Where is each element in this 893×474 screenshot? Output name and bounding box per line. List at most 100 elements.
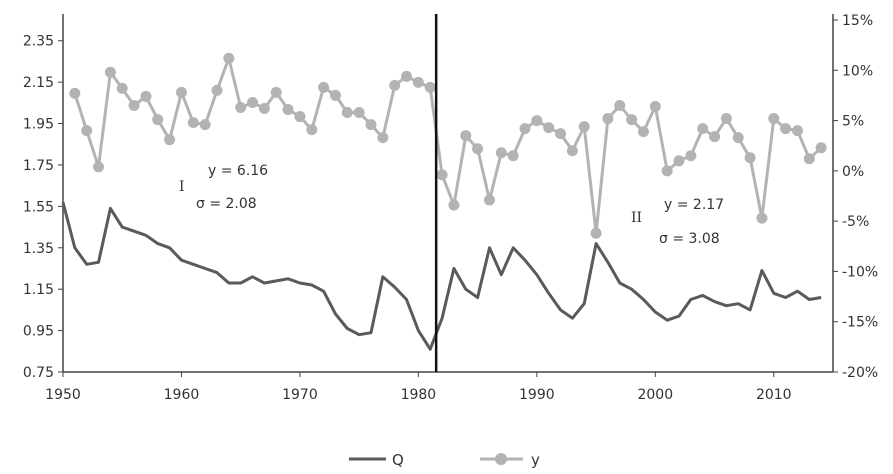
- series-y-point: [519, 123, 531, 135]
- legend: Q y: [349, 451, 540, 469]
- series-y-point: [412, 76, 424, 88]
- series-y-point: [140, 90, 152, 102]
- series-y-line: [73, 56, 823, 235]
- series-y-point: [768, 113, 780, 125]
- series-y-point: [187, 117, 199, 129]
- series-y-point: [436, 169, 448, 181]
- series-y-point: [69, 87, 81, 99]
- series-y-point: [614, 99, 626, 111]
- x-tick-label: 1970: [282, 387, 318, 403]
- series-y-point: [543, 122, 555, 134]
- series-y-point: [685, 150, 697, 162]
- y-right-tick-label: -15%: [842, 315, 878, 331]
- series-y: [69, 52, 827, 239]
- annotation-regime-1-std: σ = 2.08: [196, 196, 257, 212]
- series-y-point: [803, 153, 815, 165]
- series-y-point: [152, 114, 164, 126]
- series-y-point: [602, 113, 614, 125]
- series-y-point: [235, 101, 247, 113]
- x-tick-label: 2000: [637, 387, 673, 403]
- series-y-point: [211, 84, 223, 96]
- series-y-point: [732, 132, 744, 144]
- series-y-point: [294, 111, 306, 123]
- series-y-point: [318, 81, 330, 93]
- series-y-point: [756, 212, 768, 224]
- series-y-point: [531, 115, 543, 127]
- series-y-point: [270, 86, 282, 98]
- series-y-point: [329, 89, 341, 101]
- series-y-point: [199, 119, 211, 131]
- y-left-tick-label: 1.75: [23, 158, 54, 174]
- series-y-point: [164, 134, 176, 146]
- series-y-point: [389, 79, 401, 91]
- x-tick-label: 1980: [401, 387, 437, 403]
- series-y-point: [709, 131, 721, 143]
- series-q: [61, 201, 822, 351]
- annotation-regime-1: I: [179, 179, 185, 195]
- series-y-point: [495, 147, 507, 159]
- y-left-tick-label: 1.55: [23, 199, 54, 215]
- series-y-point: [555, 128, 567, 140]
- series-y-point: [791, 125, 803, 137]
- series-y-point: [780, 123, 792, 135]
- series-y-point: [282, 104, 294, 116]
- x-tick-label: 1950: [45, 387, 81, 403]
- series-y-point: [365, 119, 377, 131]
- series-y-point: [697, 123, 709, 135]
- y-left-tick-label: 0.75: [23, 365, 54, 381]
- series-y-point: [460, 130, 472, 142]
- series-y-point: [128, 99, 140, 111]
- series-y-point: [175, 86, 187, 98]
- series-y-point: [306, 124, 318, 136]
- y-left-tick-label: 2.15: [23, 75, 54, 91]
- series-y-point: [93, 161, 105, 173]
- y-left-tick-label: 1.15: [23, 282, 54, 298]
- series-y-point: [341, 107, 353, 119]
- series-y-point: [483, 194, 495, 206]
- series-y-point: [401, 70, 413, 82]
- x-tick-label: 1990: [519, 387, 555, 403]
- y-right-tick-label: 0%: [842, 164, 864, 180]
- series-y-point: [720, 113, 732, 125]
- series-y-point: [377, 132, 389, 144]
- series-q-line: [61, 201, 822, 351]
- legend-label-q: Q: [392, 451, 404, 469]
- series-y-point: [472, 143, 484, 155]
- series-y-point: [637, 126, 649, 138]
- series-y-point: [578, 121, 590, 133]
- y-right-tick-label: -10%: [842, 264, 878, 280]
- series-y-point: [507, 150, 519, 162]
- x-tick-label: 1960: [164, 387, 200, 403]
- x-tick-label: 2010: [756, 387, 792, 403]
- series-y-point: [223, 52, 235, 64]
- series-y-point: [448, 199, 460, 211]
- series-y-point: [649, 100, 661, 112]
- series-y-point: [590, 227, 602, 239]
- series-y-point: [566, 145, 578, 157]
- annotation-regime-1-mean: y = 6.16: [208, 163, 268, 179]
- annotation-regime-2: II: [631, 210, 642, 226]
- y-right-tick-label: -20%: [842, 365, 878, 381]
- annotation-regime-2-std: σ = 3.08: [659, 231, 720, 247]
- y-right-tick-label: 10%: [842, 63, 873, 79]
- legend-label-y: y: [531, 451, 540, 469]
- y-right-tick-label: 5%: [842, 114, 864, 130]
- y-left-tick-label: 0.95: [23, 324, 54, 340]
- legend-marker-y: [495, 453, 507, 465]
- series-y-point: [424, 81, 436, 93]
- series-y-point: [626, 114, 638, 126]
- series-y-point: [116, 82, 128, 94]
- y-right-tick-label: -5%: [842, 214, 869, 230]
- series-y-point: [744, 152, 756, 164]
- y-right-tick-label: 15%: [842, 13, 873, 29]
- series-y-point: [81, 125, 93, 137]
- annotation-regime-2-mean: y = 2.17: [664, 197, 724, 213]
- series-y-point: [104, 66, 116, 78]
- series-y-point: [661, 165, 673, 177]
- y-left-tick-label: 1.95: [23, 117, 54, 133]
- series-y-point: [258, 103, 270, 115]
- series-y-point: [673, 155, 685, 167]
- series-y-point: [353, 107, 365, 119]
- y-left-tick-label: 1.35: [23, 241, 54, 257]
